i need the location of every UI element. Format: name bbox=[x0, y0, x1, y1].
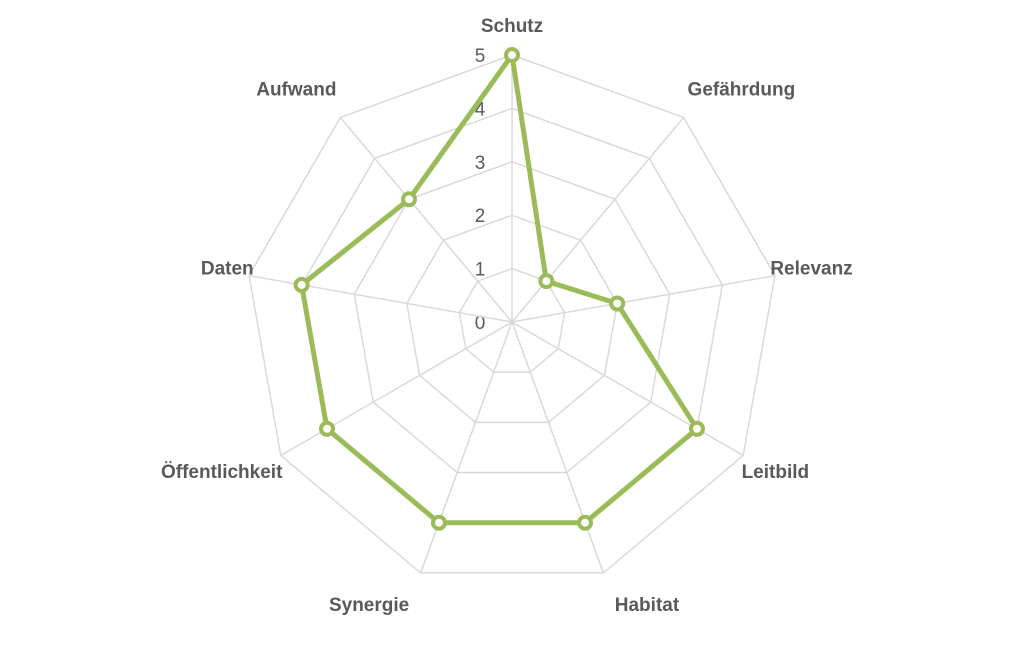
spoke bbox=[511, 274, 776, 323]
spoke bbox=[339, 116, 513, 323]
tick-label: 4 bbox=[475, 99, 486, 120]
tick-label: 1 bbox=[475, 260, 486, 281]
category-label: Öffentlichkeit bbox=[161, 462, 283, 483]
grid-ring bbox=[248, 54, 776, 574]
tick-label: 2 bbox=[475, 206, 486, 227]
series-line bbox=[299, 52, 700, 526]
category-label: Schutz bbox=[481, 16, 543, 37]
data-point bbox=[538, 273, 555, 290]
tick-label: 0 bbox=[475, 313, 486, 334]
data-point bbox=[319, 420, 336, 437]
spoke bbox=[248, 274, 513, 323]
grid-ring bbox=[458, 267, 566, 373]
category-label: Relevanz bbox=[770, 259, 852, 280]
category-label: Gefährdung bbox=[688, 80, 796, 101]
spoke bbox=[280, 321, 513, 457]
spoke bbox=[419, 321, 513, 574]
data-point bbox=[688, 420, 705, 437]
grid-ring bbox=[406, 214, 618, 424]
category-label: Daten bbox=[201, 259, 254, 280]
spoke bbox=[511, 321, 605, 574]
data-point bbox=[609, 295, 626, 312]
grid-ring bbox=[353, 161, 671, 474]
tick-label: 3 bbox=[475, 153, 486, 174]
data-point bbox=[401, 191, 418, 208]
category-label: Leitbild bbox=[742, 462, 810, 483]
category-label: Habitat bbox=[615, 595, 680, 616]
data-point bbox=[577, 514, 594, 531]
category-label: Synergie bbox=[329, 595, 409, 616]
data-point bbox=[430, 514, 447, 531]
data-point bbox=[504, 47, 520, 63]
spoke bbox=[511, 116, 685, 323]
spoke bbox=[511, 321, 744, 457]
data-point bbox=[293, 276, 310, 293]
category-label: Aufwand bbox=[256, 80, 336, 101]
tick-label: 5 bbox=[475, 46, 486, 67]
